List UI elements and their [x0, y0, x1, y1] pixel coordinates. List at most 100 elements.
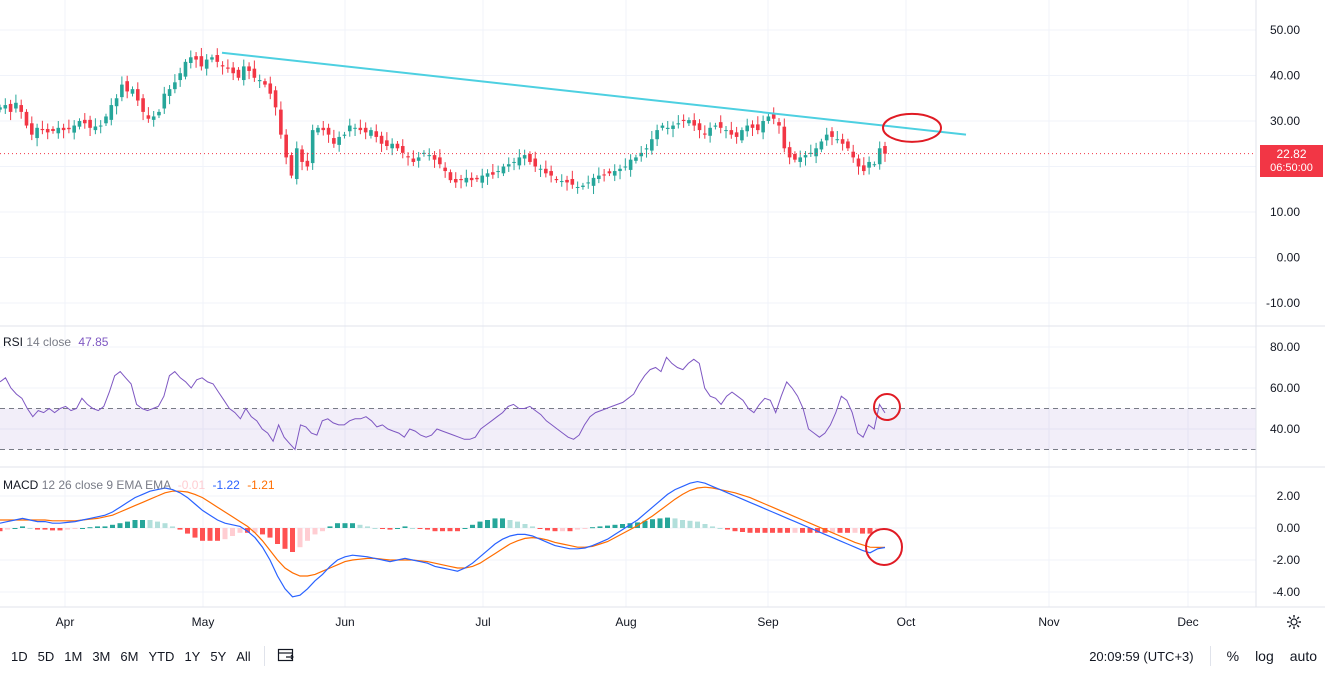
candle-body — [809, 152, 813, 154]
candle-body — [480, 175, 485, 183]
candle-body — [824, 134, 829, 141]
macd-histogram-bar — [425, 528, 430, 530]
candle-body — [24, 111, 29, 126]
candle-body — [708, 127, 712, 136]
candle-body — [750, 124, 755, 128]
candle-body — [814, 148, 818, 157]
candle-body — [125, 81, 129, 92]
x-tick-label: Oct — [897, 615, 916, 629]
date-range-icon[interactable] — [273, 647, 299, 666]
macd-histogram-bar — [822, 528, 828, 533]
macd-histogram-bar — [612, 524, 618, 528]
macd-histogram-bar — [35, 528, 40, 530]
candle-body — [761, 121, 765, 133]
candle-body — [422, 152, 426, 154]
candle-body — [522, 155, 527, 159]
range-6m[interactable]: 6M — [120, 648, 139, 664]
macd-histogram-bar — [245, 528, 250, 533]
macd-histogram-bar — [755, 528, 760, 533]
candle-body — [432, 155, 437, 160]
x-tick-label: Aug — [615, 615, 636, 629]
candle-body — [554, 179, 559, 181]
candle-body — [332, 138, 336, 144]
macd-histogram-bar — [230, 528, 235, 536]
macd-params: 12 26 close 9 EMA EMA — [41, 478, 171, 492]
candle-body — [756, 124, 760, 131]
candle-body — [310, 130, 315, 164]
candle-body — [120, 84, 124, 98]
candle-body — [697, 123, 702, 131]
macd-histogram-bar — [200, 528, 205, 541]
countdown-value: 06:50:00 — [1270, 162, 1313, 174]
macd-histogram-bar — [125, 521, 130, 528]
log-toggle[interactable]: log — [1255, 648, 1274, 664]
macd-histogram-bar — [327, 526, 333, 528]
candle-body — [835, 139, 840, 141]
rsi-highlight-circle — [873, 393, 901, 421]
candle-body — [199, 56, 204, 67]
macd-histogram-bar — [747, 528, 753, 533]
macd-histogram-bar — [732, 528, 738, 532]
auto-toggle[interactable]: auto — [1289, 648, 1317, 664]
candle-body — [379, 135, 384, 144]
candle-body — [114, 98, 119, 107]
candle-body — [29, 123, 34, 135]
clock-readout[interactable]: 20:09:59 (UTC+3) — [1089, 648, 1194, 664]
range-3m[interactable]: 3M — [92, 648, 111, 664]
candle-body — [316, 127, 320, 133]
macd-histogram-bar — [335, 523, 340, 528]
macd-histogram-bar — [485, 520, 490, 528]
macd-legend: MACD 12 26 close 9 EMA EMA -0.01 -1.22 -… — [3, 478, 275, 492]
macd-histogram-bar — [177, 528, 183, 530]
x-tick-label: Apr — [56, 615, 75, 629]
candle-body — [40, 128, 45, 131]
price-pane[interactable] — [0, 47, 1256, 195]
macd-histogram-bar — [545, 528, 550, 531]
candle-body — [385, 140, 389, 147]
range-5d[interactable]: 5D — [37, 648, 55, 664]
candle-body — [130, 89, 135, 94]
candle-body — [681, 119, 686, 121]
range-1y[interactable]: 1Y — [184, 648, 201, 664]
candle-body — [3, 105, 8, 109]
macd-line — [0, 480, 886, 598]
range-5y[interactable]: 5Y — [210, 648, 227, 664]
price-tick-label: 10.00 — [1270, 205, 1300, 219]
macd-histogram-bar — [290, 528, 295, 552]
macd-histogram-bar — [695, 521, 700, 528]
candle-body — [464, 177, 469, 183]
candle-body — [517, 157, 522, 166]
macd-histogram-bar — [455, 528, 460, 532]
candle-body — [51, 128, 55, 132]
candle-body — [660, 125, 665, 128]
macd-pane[interactable] — [0, 480, 903, 598]
highlight-circle — [882, 112, 942, 143]
settings-gear-icon[interactable] — [1286, 614, 1302, 630]
rsi-tick-label: 60.00 — [1270, 381, 1300, 395]
candle-body — [745, 125, 750, 132]
last-price-value: 22.82 — [1276, 147, 1307, 161]
percent-toggle[interactable]: % — [1226, 648, 1240, 664]
candle-body — [438, 157, 442, 165]
range-ytd[interactable]: YTD — [148, 648, 175, 664]
candle-body — [289, 155, 294, 176]
candle-body — [358, 127, 363, 131]
right-tools: 20:09:59 (UTC+3) % log auto — [1081, 638, 1325, 674]
candle-body — [347, 125, 352, 132]
candle-body — [469, 177, 474, 181]
macd-histogram-bar — [875, 528, 880, 530]
candle-body — [109, 105, 114, 120]
candle-body — [602, 174, 606, 176]
rsi-pane[interactable] — [0, 356, 1256, 451]
candle-body — [634, 157, 638, 161]
range-1m[interactable]: 1M — [64, 648, 83, 664]
grid-lines — [0, 0, 1256, 607]
chart-canvas[interactable]: Apr May Jun Jul Aug Sep Oct Nov Dec 50.00 40.00 30.… — [0, 0, 1325, 638]
range-all[interactable]: All — [236, 648, 251, 664]
macd-histogram-bar — [185, 528, 190, 534]
candle-body — [883, 146, 887, 154]
price-tick-label: 50.00 — [1270, 23, 1300, 37]
candle-body — [88, 119, 92, 128]
range-1d[interactable]: 1D — [11, 648, 28, 664]
candle-body — [549, 171, 553, 176]
